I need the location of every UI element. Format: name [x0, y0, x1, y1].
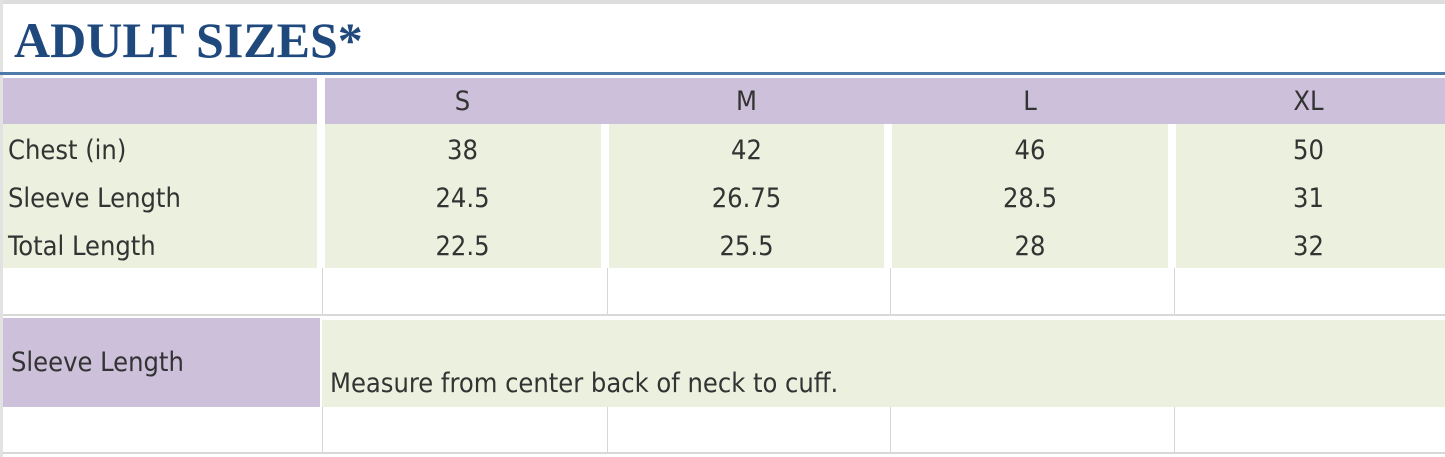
table-cell: 26.75 — [711, 182, 782, 214]
column-header: XL — [1293, 85, 1324, 117]
data-column-bg — [325, 124, 601, 268]
header-row — [325, 78, 1445, 124]
cell-border — [1174, 268, 1175, 314]
note-text: Measure from center back of neck to cuff… — [322, 320, 1445, 407]
table-cell: 42 — [731, 134, 762, 166]
cell-border — [890, 268, 891, 314]
table-cell: 28.5 — [1002, 182, 1058, 214]
cell-border — [607, 268, 608, 314]
table-cell: 50 — [1293, 134, 1324, 166]
table-cell: 38 — [447, 134, 478, 166]
table-cell: 28 — [1014, 230, 1046, 262]
column-header: S — [454, 85, 471, 117]
cell-border — [322, 268, 323, 314]
table-cell: 31 — [1293, 182, 1324, 214]
divider — [3, 452, 1445, 454]
divider — [3, 314, 1445, 316]
cell-border — [890, 407, 891, 452]
table-cell: 25.5 — [719, 230, 774, 262]
cell-border — [1174, 407, 1175, 452]
page-title: ADULT SIZES* — [14, 12, 363, 68]
cell-border — [607, 407, 608, 452]
frame-top — [0, 0, 1445, 4]
table-cell: 24.5 — [435, 182, 490, 214]
table-cell: 32 — [1293, 230, 1324, 262]
note-label: Sleeve Length — [3, 318, 320, 407]
table-cell: 46 — [1014, 134, 1046, 166]
frame-left — [0, 0, 3, 457]
row-label: Total Length — [8, 230, 156, 262]
row-label: Sleeve Length — [8, 182, 181, 214]
column-header: M — [736, 85, 757, 117]
column-header: L — [1023, 85, 1037, 117]
data-column-bg — [892, 124, 1168, 268]
data-column-bg — [609, 124, 884, 268]
row-label: Chest (in) — [8, 134, 127, 166]
title-rule — [0, 72, 1445, 75]
header-corner-cell — [3, 78, 317, 124]
cell-border — [322, 407, 323, 452]
data-column-bg — [1176, 124, 1445, 268]
table-cell: 22.5 — [435, 230, 490, 262]
label-column — [3, 124, 317, 268]
